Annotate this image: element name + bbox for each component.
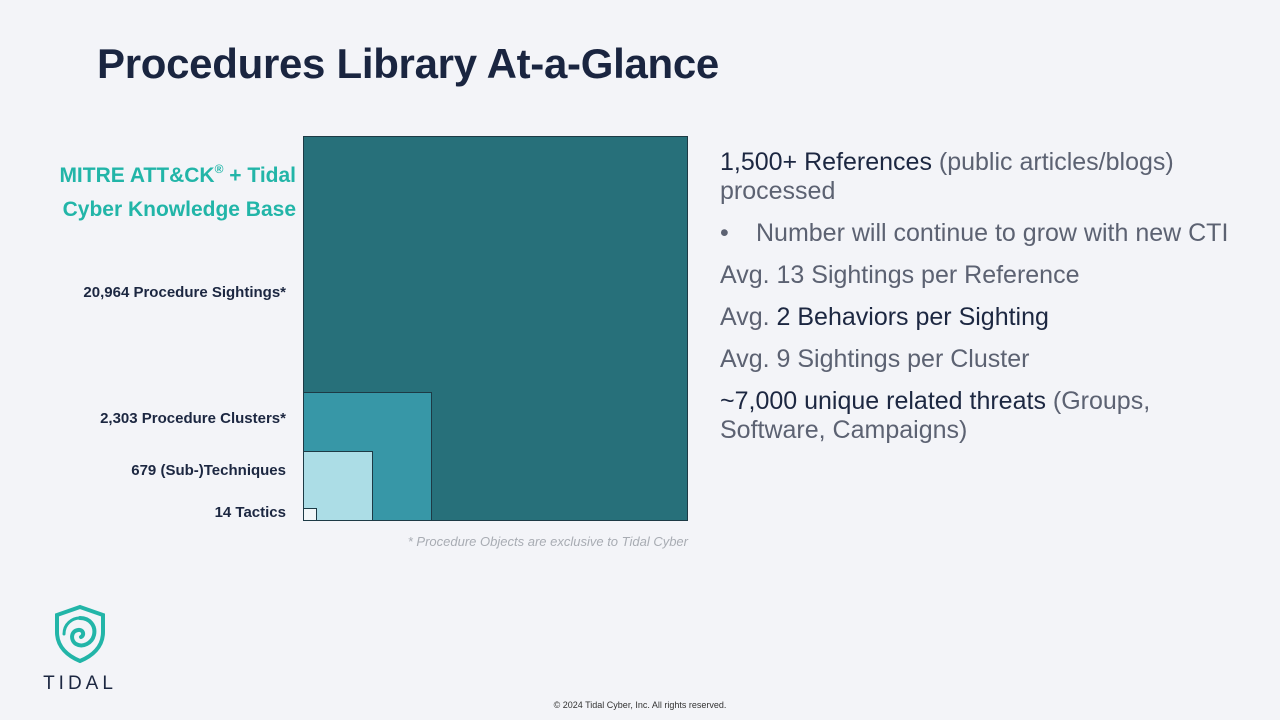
stat-threats: ~7,000 unique related threats (Groups, S… [720, 387, 1240, 445]
level-label-sightings: 20,964 Procedure Sightings* [83, 284, 286, 301]
kb-label-part-2: + Tidal Cyber Knowledge Base [62, 164, 296, 221]
threats-rest: (Groups, Software, Campaigns) [720, 387, 1151, 444]
registered-mark: ® [214, 162, 224, 176]
level-label-clusters: 2,303 Procedure Clusters* [100, 410, 286, 427]
stat-sightings-per-cluster: Avg. 9 Sightings per Cluster [720, 345, 1030, 373]
threats-highlight: ~7,000 unique related threats [720, 387, 1046, 415]
stat-references: 1,500+ References (public articles/blogs… [720, 148, 1240, 206]
tidal-shield-icon [55, 604, 105, 664]
tidal-logo: TIDAL [38, 604, 122, 695]
behaviors-highlight: 2 Behaviors per Sighting [776, 303, 1049, 331]
kb-label-part-1: MITRE ATT&CK [59, 164, 215, 187]
level-label-tactics: 14 Tactics [214, 504, 286, 521]
knowledge-base-label: MITRE ATT&CK® + Tidal Cyber Knowledge Ba… [20, 152, 296, 227]
copyright: © 2024 Tidal Cyber, Inc. All rights rese… [553, 700, 727, 710]
references-rest: (public articles/blogs) processed [720, 148, 1174, 205]
stat-sightings-per-reference: Avg. 13 Sightings per Reference [720, 261, 1080, 289]
box-tactics [303, 508, 317, 521]
bullet-text: Number will continue to grow with new CT… [756, 219, 1229, 247]
stat-bullet: • Number will continue to grow with new … [720, 219, 1240, 248]
level-label-techniques: 679 (Sub-)Techniques [131, 462, 286, 479]
references-highlight: 1,500+ References [720, 148, 932, 176]
stat-behaviors: Avg. 2 Behaviors per Sighting [720, 303, 1240, 332]
logo-wordmark: TIDAL [43, 673, 117, 694]
bullet-dot: • [720, 219, 729, 247]
slide-title: Procedures Library At-a-Glance [97, 40, 719, 87]
stats-list: 1,500+ References (public articles/blogs… [720, 148, 1240, 458]
footnote: * Procedure Objects are exclusive to Tid… [407, 534, 688, 549]
behaviors-prefix: Avg. [720, 303, 777, 331]
